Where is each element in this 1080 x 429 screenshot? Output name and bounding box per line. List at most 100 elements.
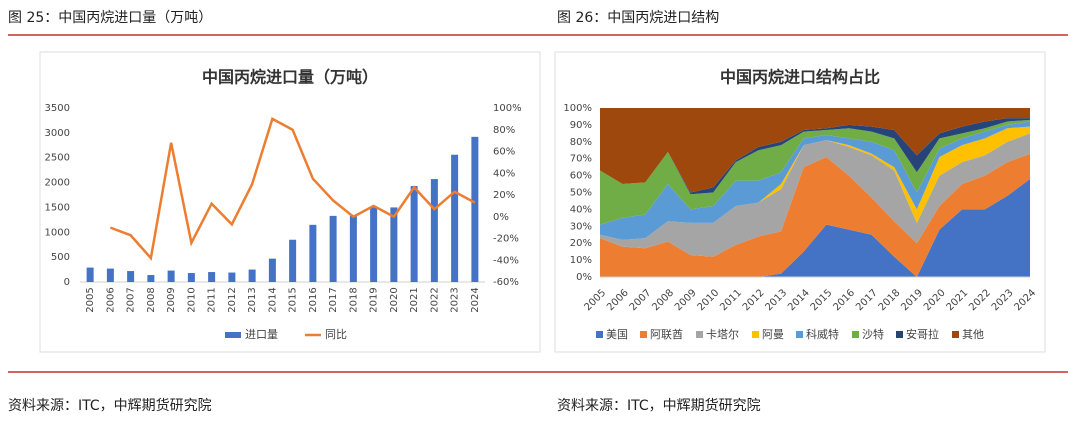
bar [86, 267, 94, 282]
x-tick-label: 2022 [429, 287, 440, 312]
x-tick-label: 2013 [247, 287, 258, 312]
y2-tick-label: 60% [493, 147, 515, 158]
bar [349, 215, 357, 282]
legend-swatch [696, 331, 703, 338]
bar [106, 268, 114, 282]
source-note: 资料来源：ITC，中辉期货研究院 [8, 397, 212, 414]
legend-swatch [852, 331, 859, 338]
bar [370, 207, 378, 282]
area-series [600, 121, 1030, 240]
legend-swatch [640, 331, 647, 338]
bar [167, 270, 175, 282]
x-tick-label: 2014 [267, 287, 278, 312]
legend-label: 进口量 [245, 328, 278, 341]
area-series [600, 178, 1030, 277]
figure-caption: 图 25：中国丙烷进口量（万吨） [8, 10, 212, 26]
x-tick-label: 2023 [450, 287, 461, 312]
legend-swatch [896, 331, 903, 338]
area-series [600, 153, 1030, 277]
y2-tick-label: 20% [493, 190, 515, 201]
y-tick-label: 1500 [45, 202, 70, 213]
legend-swatch [752, 331, 759, 338]
y-tick-label: 90% [570, 120, 592, 131]
bar [208, 272, 216, 282]
bar [228, 272, 236, 282]
legend-label: 其他 [962, 328, 984, 341]
x-tick-label: 2020 [389, 287, 400, 312]
y-tick-label: 1000 [45, 227, 70, 238]
x-tick-label: 2016 [308, 287, 319, 312]
area-series [600, 126, 1030, 240]
y-tick-label: 2000 [45, 178, 70, 189]
legend-label: 沙特 [862, 327, 884, 341]
x-tick-label: 2012 [227, 287, 238, 312]
x-tick-label: 2019 [369, 287, 380, 312]
chart-title: 中国丙烷进口量（万吨） [202, 68, 378, 87]
bar [147, 275, 155, 282]
y-tick-label: 10% [570, 255, 592, 266]
legend-swatch [796, 331, 803, 338]
y-tick-label: 40% [570, 204, 592, 215]
legend-swatch [952, 331, 959, 338]
y-tick-label: 50% [570, 188, 592, 199]
y-tick-label: 70% [570, 154, 592, 165]
area-series [600, 133, 1030, 257]
source-note: 资料来源：ITC，中辉期货研究院 [557, 397, 761, 414]
x-tick-label: 2006 [105, 287, 116, 312]
y-tick-label: 3500 [45, 103, 70, 114]
y-tick-label: 0% [576, 272, 592, 283]
x-tick-label: 2015 [288, 287, 299, 312]
bar [187, 273, 195, 282]
y2-tick-label: 100% [493, 103, 522, 114]
x-tick-label: 2005 [85, 287, 96, 312]
bar [248, 269, 256, 282]
legend-label: 安哥拉 [906, 327, 939, 341]
legend-label: 同比 [325, 328, 347, 341]
y2-tick-label: -40% [493, 255, 519, 266]
y2-tick-label: -60% [493, 277, 519, 288]
y2-tick-label: 0% [493, 212, 509, 223]
bar [451, 154, 459, 282]
x-tick-label: 2011 [207, 287, 218, 312]
area-series [600, 119, 1030, 225]
legend-label: 卡塔尔 [706, 328, 739, 341]
legend-label: 美国 [606, 328, 628, 341]
bar [430, 179, 438, 282]
x-tick-label: 2010 [186, 287, 197, 312]
x-tick-label: 2021 [409, 287, 420, 312]
area-series [600, 118, 1030, 195]
legend-swatch [225, 332, 241, 338]
line-series [109, 117, 476, 261]
area-series [600, 108, 1030, 193]
y-tick-label: 0 [64, 277, 70, 288]
x-tick-label: 2008 [146, 287, 157, 312]
y2-tick-label: -20% [493, 234, 519, 245]
legend-swatch [596, 331, 603, 338]
y-tick-label: 20% [570, 238, 592, 249]
bar [268, 258, 276, 282]
bar [309, 224, 317, 282]
x-tick-label: 2024 [470, 287, 481, 312]
bar [471, 136, 479, 282]
y-tick-label: 60% [570, 171, 592, 182]
y-tick-label: 2500 [45, 153, 70, 164]
bar [127, 271, 135, 282]
x-tick-label: 2007 [126, 287, 137, 312]
bar [390, 207, 398, 282]
x-tick-label: 2018 [348, 287, 359, 312]
y-tick-label: 100% [563, 103, 592, 114]
y-tick-label: 500 [51, 252, 70, 263]
bar [410, 186, 418, 282]
x-tick-label: 2017 [328, 287, 339, 312]
y-tick-label: 3000 [45, 128, 70, 139]
legend-label: 阿联酋 [650, 327, 683, 341]
legend-label: 科威特 [806, 327, 839, 341]
chart-title: 中国丙烷进口结构占比 [720, 68, 880, 87]
bar [329, 215, 337, 282]
y-tick-label: 30% [570, 221, 592, 232]
x-tick-label: 2009 [166, 287, 177, 312]
y2-tick-label: 80% [493, 125, 515, 136]
bar [289, 239, 297, 282]
y-tick-label: 80% [570, 137, 592, 148]
